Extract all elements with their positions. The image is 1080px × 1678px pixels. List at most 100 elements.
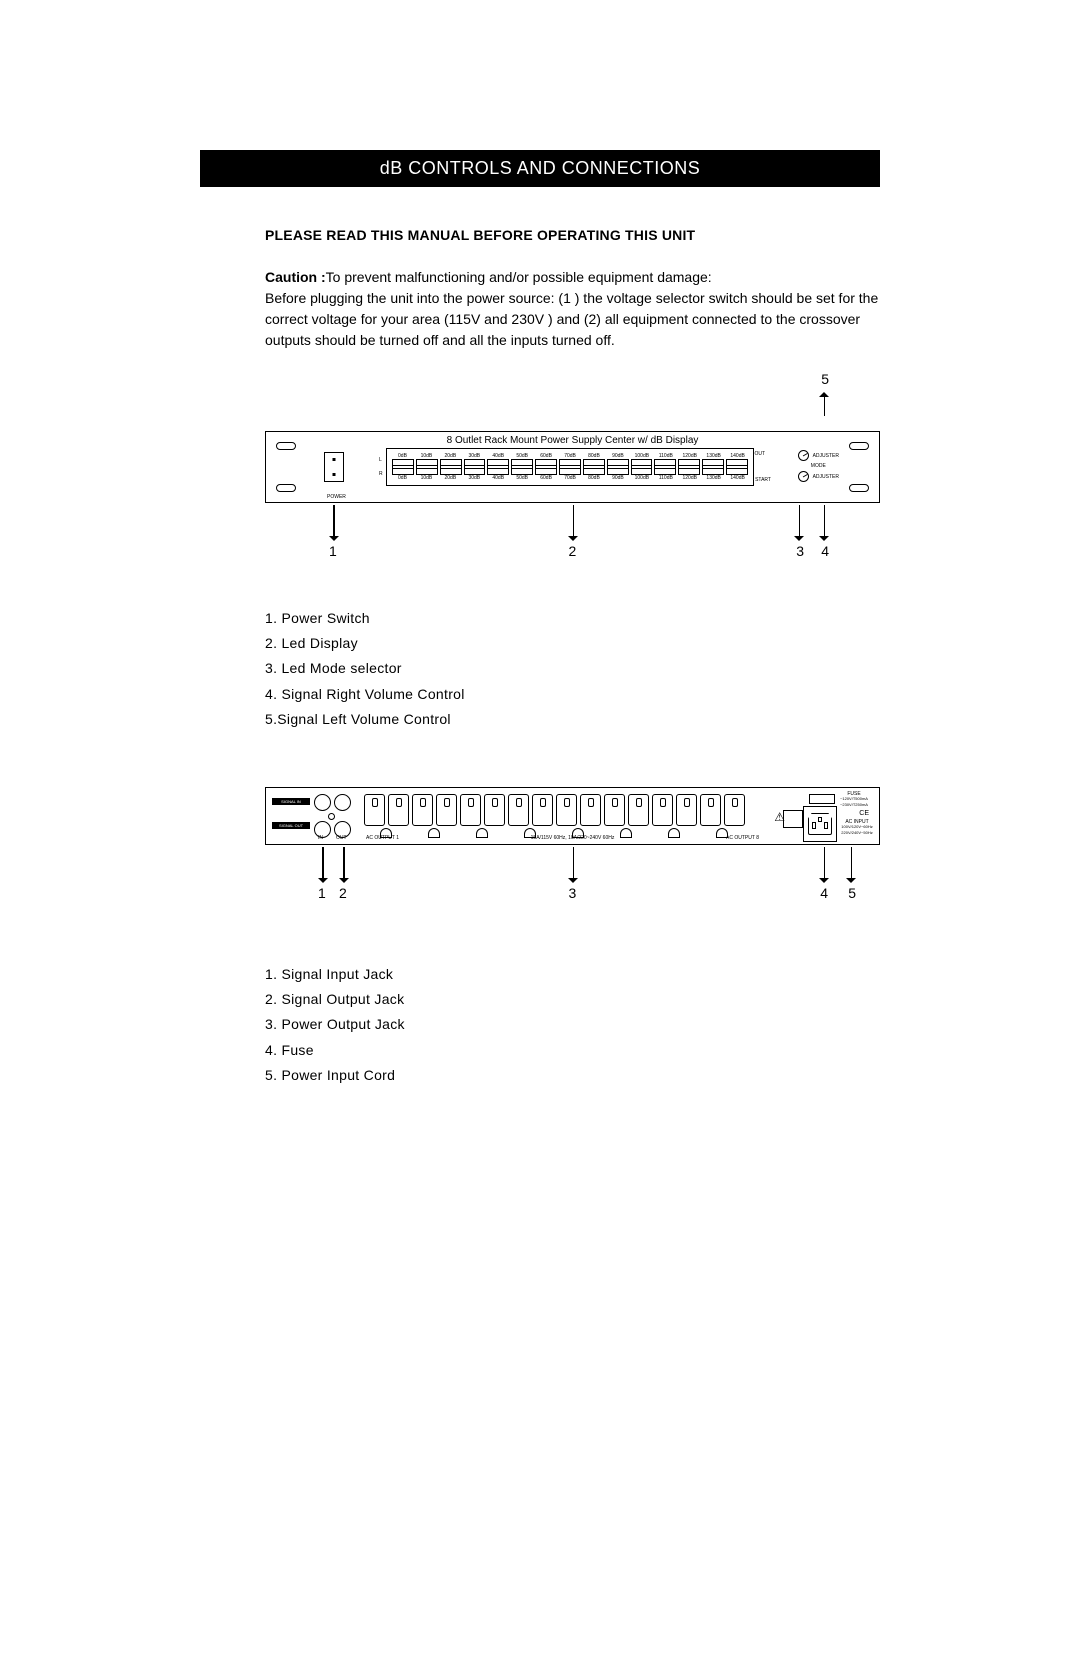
db-tick: 110dB [654, 475, 677, 481]
signal-jack [334, 794, 351, 811]
mount-hole [849, 442, 869, 450]
caution-label: Caution : [265, 269, 326, 285]
arrow-r4 [824, 847, 826, 879]
front-legend: 1. Power Switch2. Led Display3. Led Mode… [265, 606, 1080, 732]
ac-outlet [652, 794, 697, 826]
callout-r2: 2 [339, 885, 347, 901]
in-label: IN [318, 835, 323, 841]
adjuster-knob-top [798, 450, 809, 461]
mount-hole [276, 484, 296, 492]
callout-r1: 1 [318, 885, 326, 901]
ce-label: CE [859, 810, 869, 818]
outlet-slot [412, 794, 433, 826]
legend-item: 1. Signal Input Jack [265, 962, 1080, 987]
db-tick: 10dB [415, 475, 438, 481]
fuse-label: FUSE ~120V/T500mA~230V/T250mA [837, 792, 871, 809]
outlet-slot [532, 794, 553, 826]
start-label: START [755, 477, 771, 483]
outlet-slot [508, 794, 529, 826]
power-switch [324, 452, 344, 482]
outlet-slot [652, 794, 673, 826]
mount-hole [849, 484, 869, 492]
db-tick: 40dB [487, 475, 510, 481]
outlet-slot [388, 794, 409, 826]
out-label: OUT [754, 451, 765, 457]
callout-3: 3 [796, 543, 804, 559]
outlet-slot [724, 794, 745, 826]
power-iec-inlet [803, 806, 837, 842]
db-tick: 50dB [511, 475, 534, 481]
front-panel: 8 Outlet Rack Mount Power Supply Center … [265, 431, 880, 503]
ac-outlet [460, 794, 505, 826]
fuse-holder [809, 794, 835, 804]
callout-4: 4 [821, 543, 829, 559]
legend-item: 1. Power Switch [265, 606, 1080, 631]
iec-pin [824, 822, 828, 829]
front-panel-title: 8 Outlet Rack Mount Power Supply Center … [447, 435, 699, 446]
legend-item: 2. Signal Output Jack [265, 987, 1080, 1012]
power-label: POWER [327, 494, 346, 500]
ac-outlet [412, 794, 457, 826]
outlet-slot [676, 794, 697, 826]
ac-input-label: AC INPUT 100V/120V~60Hz 220V/240V~50Hz [841, 820, 873, 837]
adjuster-knob-bot [798, 471, 809, 482]
rear-legend: 1. Signal Input Jack2. Signal Output Jac… [265, 962, 1080, 1088]
front-diagram: 5 8 Outlet Rack Mount Power Supply Cente… [265, 421, 880, 571]
db-tick: 140dB [726, 475, 749, 481]
hz2: 220V/240V~50Hz [841, 830, 872, 835]
ground-pin [428, 828, 440, 838]
outlet-slot [628, 794, 649, 826]
legend-item: 2. Led Display [265, 631, 1080, 656]
callout-2: 2 [569, 543, 577, 559]
hz1: 100V/120V~60Hz [841, 824, 872, 829]
db-tick: 20dB [439, 475, 462, 481]
db-tick: 120dB [678, 475, 701, 481]
side-r: R [379, 471, 383, 477]
out-label: OUT [336, 835, 347, 841]
outlet-slot [700, 794, 721, 826]
db-tick: 130dB [702, 475, 725, 481]
signal-out-label: SIGNAL OUT [272, 822, 310, 829]
db-tick: 70dB [559, 475, 582, 481]
callout-r4: 4 [820, 885, 828, 901]
callout-r3: 3 [569, 885, 577, 901]
outlet-slot [556, 794, 577, 826]
signal-jack [314, 794, 331, 811]
legend-item: 4. Fuse [265, 1038, 1080, 1063]
caution-block: Caution :To prevent malfunctioning and/o… [265, 267, 880, 351]
mount-hole [276, 442, 296, 450]
warning-line: PLEASE READ THIS MANUAL BEFORE OPERATING… [265, 227, 880, 243]
iec-inner [808, 813, 832, 835]
signal-jack-sm [328, 813, 335, 820]
arrow-1 [333, 505, 335, 537]
outlet-slot [580, 794, 601, 826]
arrow-5 [824, 396, 826, 416]
db-tick: 0dB [391, 475, 414, 481]
db-tick: 60dB [535, 475, 558, 481]
ac-outlet [364, 794, 409, 826]
arrow-r1 [322, 847, 324, 879]
legend-item: 4. Signal Right Volume Control [265, 682, 1080, 707]
ground-pin [668, 828, 680, 838]
outlet-slot [460, 794, 481, 826]
ac-outlet [604, 794, 649, 826]
arrow-3 [799, 505, 801, 537]
outlet-slot [364, 794, 385, 826]
rear-panel: SIGNAL IN SIGNAL OUT IN OUT AC OUTPUT 1 … [265, 787, 880, 845]
ac-center-label: 15A/115V 60Hz, 10A/220~240V 60Hz [531, 835, 615, 841]
iec-pin [818, 817, 822, 822]
arrow-2 [573, 505, 575, 537]
ground-pin [476, 828, 488, 838]
db-tick: 80dB [583, 475, 606, 481]
arrow-r2 [343, 847, 345, 879]
db-scale-bot: 0dB10dB20dB30dB40dB50dB60dB70dB80dB90dB1… [391, 471, 749, 485]
knob-group: ADJUSTER MODE ADJUSTER [798, 450, 839, 482]
section-title: dB CONTROLS AND CONNECTIONS [200, 150, 880, 187]
outlet-slot [484, 794, 505, 826]
callout-1: 1 [329, 543, 337, 559]
fuse-spec: ~120V/T500mA~230V/T250mA [840, 796, 868, 807]
db-tick: 100dB [630, 475, 653, 481]
led-display: L R OUT START 0dB10dB20dB30dB40dB50dB60d… [386, 448, 754, 486]
legend-item: 5. Power Input Cord [265, 1063, 1080, 1088]
legend-item: 3. Power Output Jack [265, 1012, 1080, 1037]
